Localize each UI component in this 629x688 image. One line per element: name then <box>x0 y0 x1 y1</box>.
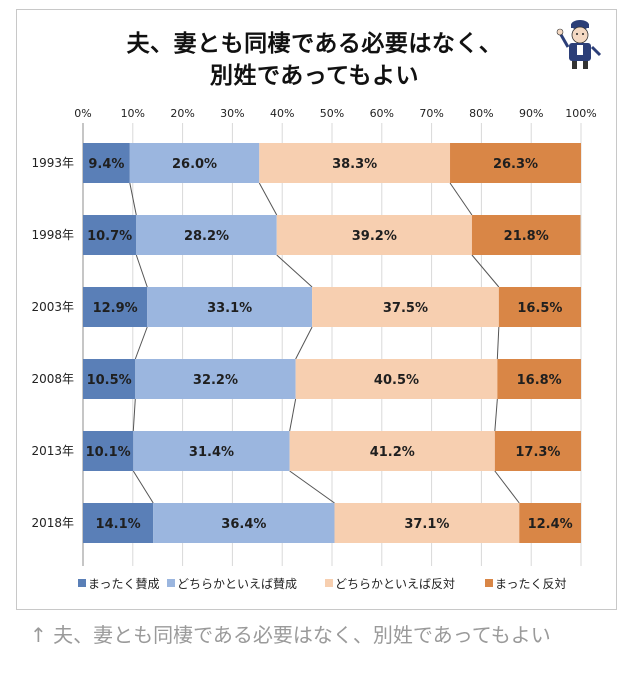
data-label: 38.3% <box>332 157 377 172</box>
x-tick-label: 70% <box>419 107 443 120</box>
series-connector-line <box>258 182 278 216</box>
x-tick-label: 0% <box>74 107 91 120</box>
bar-segment <box>334 503 520 543</box>
data-label: 36.4% <box>221 517 266 532</box>
bar-segment <box>498 287 581 327</box>
series-connector-line <box>494 470 520 504</box>
bar-segment <box>133 431 290 471</box>
series-connector-line <box>289 398 297 432</box>
data-label: 26.0% <box>172 157 217 172</box>
data-label: 17.3% <box>515 445 560 460</box>
data-label: 33.1% <box>207 301 252 316</box>
bar-segment <box>312 287 499 327</box>
bar-segment <box>519 503 581 543</box>
figure-caption: ↑ 夫、妻とも同棲である必要はなく、別姓であってもよい <box>30 623 551 647</box>
data-label: 12.4% <box>528 517 573 532</box>
data-label: 26.3% <box>493 157 538 172</box>
bar-segment <box>129 143 260 183</box>
x-tick-label: 90% <box>519 107 543 120</box>
bar-segment <box>135 359 296 399</box>
x-tick-label: 20% <box>170 107 194 120</box>
bar-segment <box>153 503 335 543</box>
series-connector-line <box>295 326 313 360</box>
bar-segment <box>471 215 581 255</box>
legend-label: どちらかといえば反対 <box>335 577 455 591</box>
bar-segment <box>83 215 137 255</box>
x-tick-label: 40% <box>270 107 294 120</box>
legend-swatch <box>485 579 493 587</box>
chart-title-line-1: 夫、妻とも同棲である必要はなく、 <box>126 31 503 57</box>
series-connector-line <box>449 182 473 216</box>
data-label: 21.8% <box>504 229 549 244</box>
data-label: 10.5% <box>87 373 132 388</box>
data-label: 16.5% <box>517 301 562 316</box>
data-label: 31.4% <box>189 445 234 460</box>
legend-label: どちらかといえば賛成 <box>177 577 297 591</box>
x-tick-label: 50% <box>320 107 344 120</box>
bar-segment <box>295 359 498 399</box>
bar-segment <box>276 215 472 255</box>
bar-segment <box>259 143 451 183</box>
series-connector-line <box>471 254 500 288</box>
x-tick-label: 100% <box>565 107 596 120</box>
data-label: 10.7% <box>87 229 132 244</box>
data-label: 9.4% <box>88 157 124 172</box>
series-connector-line <box>135 254 148 288</box>
bar-segment <box>147 287 313 327</box>
bar-segment <box>83 287 148 327</box>
data-label: 37.5% <box>383 301 428 316</box>
series-connector-line <box>134 326 148 360</box>
category-label: 2008年 <box>31 372 74 386</box>
data-label: 41.2% <box>370 445 415 460</box>
x-tick-label: 10% <box>121 107 145 120</box>
category-label: 2003年 <box>31 300 74 314</box>
series-connector-line <box>496 326 500 360</box>
series-connector-line <box>129 182 137 216</box>
legend-label: まったく反対 <box>495 577 567 591</box>
series-connector-line <box>289 470 335 504</box>
x-tick-label: 80% <box>469 107 493 120</box>
data-label: 16.8% <box>517 373 562 388</box>
legend-swatch <box>78 579 86 587</box>
chart-title-line-2: 別姓であってもよい <box>210 63 419 89</box>
bar-segment <box>497 359 581 399</box>
stacked-bar-chart: 0% 10% 20% 30% 40% 50% 60% 70% 80% 90% 100% 1993年 9.… <box>31 107 596 591</box>
data-label: 10.1% <box>86 445 131 460</box>
series-connector-line <box>494 398 498 432</box>
bar-segment <box>494 431 581 471</box>
bar-segment <box>136 215 277 255</box>
mascot-character-icon <box>556 20 602 69</box>
bar-segment <box>83 503 154 543</box>
category-label: 1998年 <box>31 228 74 242</box>
data-label: 14.1% <box>96 517 141 532</box>
series-connector-line <box>132 470 154 504</box>
category-label: 2018年 <box>31 516 74 530</box>
data-label: 39.2% <box>352 229 397 244</box>
x-tick-label: 60% <box>370 107 394 120</box>
x-tick-label: 30% <box>220 107 244 120</box>
bar-segment <box>289 431 495 471</box>
series-connector-line <box>276 254 313 288</box>
category-label: 1993年 <box>31 156 74 170</box>
bar-segment <box>83 359 136 399</box>
legend-swatch <box>167 579 175 587</box>
data-label: 32.2% <box>193 373 238 388</box>
legend-label: まったく賛成 <box>88 577 160 591</box>
category-label: 2013年 <box>31 444 74 458</box>
data-label: 28.2% <box>184 229 229 244</box>
bar-segment <box>450 143 581 183</box>
data-label: 40.5% <box>374 373 419 388</box>
bar-segment <box>83 143 130 183</box>
data-label: 12.9% <box>93 301 138 316</box>
bar-segment <box>83 431 134 471</box>
legend-swatch <box>325 579 333 587</box>
data-label: 37.1% <box>404 517 449 532</box>
series-connector-line <box>132 398 136 432</box>
